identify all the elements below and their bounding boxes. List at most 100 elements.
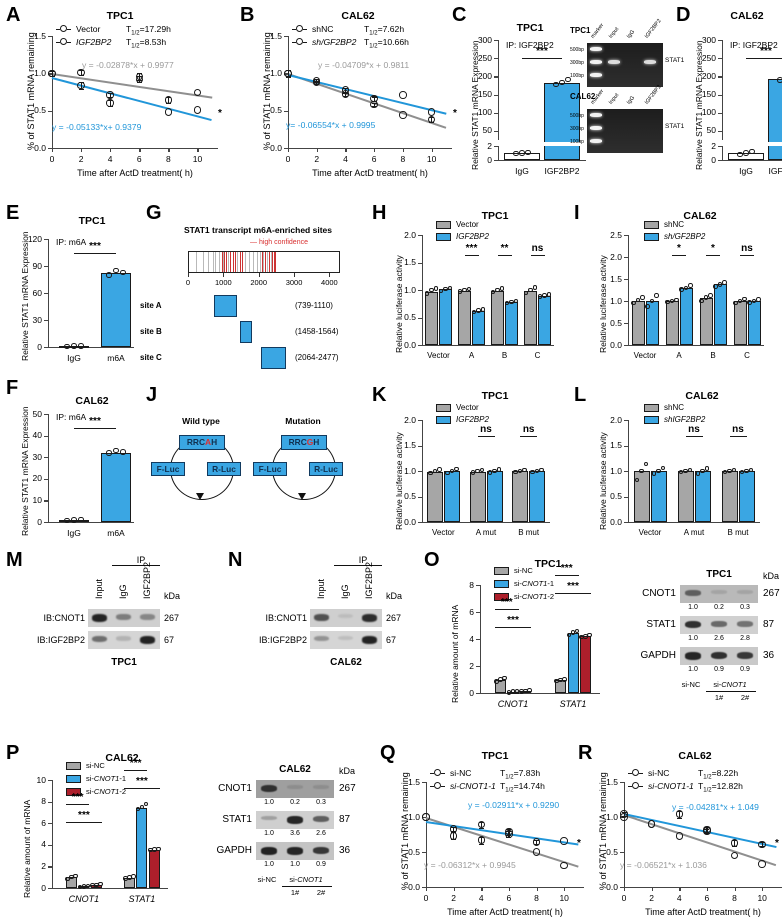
y-tick (44, 500, 48, 502)
significance-star: * (218, 108, 222, 119)
y-axis (628, 420, 630, 523)
x-tick (374, 148, 376, 152)
m6a-mark-low (274, 252, 276, 272)
data-point (639, 468, 644, 474)
legend-swatch (494, 593, 509, 601)
legend-tick (441, 785, 445, 787)
data-point (487, 470, 493, 475)
y-tick-label: 150 (701, 89, 716, 100)
fluc-box[interactable]: F-Luc (253, 462, 287, 476)
panel-A-title: TPC1 (106, 10, 134, 22)
legend-marker (434, 769, 441, 776)
panel-label-H: H (372, 202, 387, 224)
x-axis (628, 522, 760, 524)
data-point (143, 801, 149, 806)
y-tick-label: 6 (469, 606, 474, 617)
m6a-mark-low (270, 252, 272, 272)
y-tick (44, 320, 48, 322)
x-tick-label: A (468, 351, 475, 360)
x-tick (197, 148, 199, 152)
blot-quant: 2.8 (740, 635, 750, 642)
x-tick-label: STAT1 (128, 894, 156, 904)
blot-band (287, 847, 303, 855)
legend-marker (60, 25, 67, 32)
y-tick (624, 257, 628, 259)
y-tick (476, 585, 480, 587)
y-tick-label: 0.5 (34, 105, 46, 116)
data-point (427, 108, 436, 116)
rluc-box[interactable]: R-Luc (207, 462, 241, 476)
blot-mw-label: 36 (339, 845, 351, 856)
y-tick (44, 239, 48, 241)
blot-band (338, 636, 353, 641)
panel-J-diagram: Wild type RRC A H F-Luc R-Luc Mutation RRC G H F-L… (140, 380, 370, 555)
x-tick (734, 887, 736, 891)
y-tick (476, 693, 480, 695)
trend-line (51, 77, 213, 121)
data-point (71, 343, 77, 349)
data-point (756, 297, 761, 302)
y-tick-label: 0 (41, 882, 46, 893)
kda-label: kDa (339, 766, 356, 776)
kda-label: kDa (164, 591, 181, 601)
motif-box[interactable]: RRC A H (179, 435, 225, 450)
data-point (722, 280, 727, 285)
x-tick (110, 148, 112, 152)
data-point (422, 813, 430, 821)
y-tick (718, 160, 722, 162)
blot-quant: 0.3 (740, 604, 750, 611)
high-confidence-legend: — high confidence (250, 239, 308, 246)
y-tick (284, 110, 288, 112)
y-tick (44, 522, 48, 524)
y-tick (494, 40, 498, 42)
data-point (113, 267, 119, 274)
y-tick-label: 0.0 (606, 881, 618, 892)
y-tick (494, 76, 498, 78)
blot-row-label: IB:IGF2BP2 (36, 635, 85, 645)
y-axis (422, 420, 424, 523)
fluc-box[interactable]: F-Luc (151, 462, 185, 476)
legend-swatch (644, 416, 659, 424)
x-tick (706, 887, 709, 891)
construct-label-mut: Mutation (285, 416, 321, 426)
y-tick-label: 0.5 (610, 491, 622, 501)
site-range: (1458-1564) (295, 327, 339, 336)
legend-swatch (436, 233, 451, 241)
y-tick-label: 0.5 (270, 105, 282, 116)
legend-halflife: T1/2=8.53h (126, 37, 167, 50)
data-point (704, 466, 710, 471)
legend-halflife: T1/2=14.74h (500, 781, 545, 794)
legend-tick (292, 28, 296, 30)
g-axis-label: 1000 (215, 278, 232, 287)
transcript-strip (188, 251, 340, 273)
y-axis-upper (498, 40, 500, 140)
blot-quant: 1.0 (290, 861, 300, 868)
gel-size-label: 300bp (570, 126, 584, 132)
ip-label: IP: m6A (56, 412, 87, 422)
y-tick-label: 6 (41, 817, 46, 828)
y-axis (628, 235, 630, 346)
x-tick-label: A mut (683, 528, 705, 537)
x-tick-label: 4 (343, 154, 348, 164)
bar-test (486, 471, 503, 522)
data-point (120, 269, 126, 276)
legend-tick (639, 785, 643, 787)
lane-sublabel: 2# (316, 888, 326, 897)
blot-band (314, 614, 329, 621)
y-tick-label: 0.5 (606, 846, 618, 857)
significance-label: *** (71, 792, 84, 803)
motif-box[interactable]: RRC G H (281, 435, 327, 450)
rluc-box[interactable]: R-Luc (309, 462, 343, 476)
x-axis-label: Time after ActD treatment( h) (77, 168, 193, 178)
error-cap (78, 89, 84, 91)
data-point (656, 468, 661, 474)
x-tick (453, 887, 455, 891)
y-axis-lower (722, 146, 724, 160)
data-point (517, 468, 523, 474)
legend-halflife: T1/2=7.83h (500, 768, 541, 781)
gel-band (590, 139, 602, 143)
legend-label: si-CNOT1-1 (648, 781, 694, 791)
data-point (113, 447, 119, 454)
y-tick-label: 0 (711, 154, 716, 165)
legend-label: sh/GF2BP2 (664, 231, 706, 241)
